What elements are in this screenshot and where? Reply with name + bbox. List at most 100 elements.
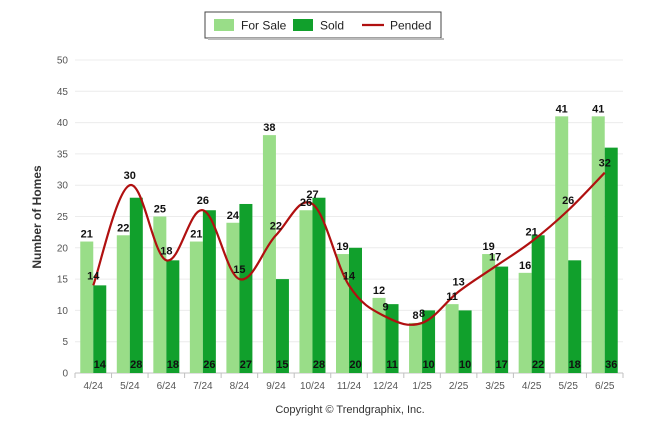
label-sold: 36 (605, 359, 617, 371)
label-sold: 15 (276, 359, 288, 371)
bar-for-sale (262, 135, 276, 373)
label-sold: 17 (496, 359, 508, 371)
legend-label: For Sale (241, 19, 287, 33)
label-for-sale: 21 (81, 229, 93, 241)
label-sold: 18 (569, 359, 581, 371)
bar-for-sale (80, 241, 94, 373)
copyright-footer: Copyright © Trendgraphix, Inc. (275, 404, 424, 416)
bar-sold (312, 197, 326, 373)
y-tick-label: 35 (57, 149, 69, 160)
label-pended: 8 (419, 308, 425, 320)
x-tick-label: 4/25 (522, 381, 542, 392)
label-sold: 26 (203, 359, 215, 371)
x-tick-label: 2/25 (449, 381, 469, 392)
x-tick-label: 3/25 (485, 381, 505, 392)
bar-sold (202, 210, 216, 373)
label-sold: 14 (94, 359, 107, 371)
y-tick-label: 30 (57, 181, 69, 192)
bar-for-sale (445, 304, 459, 373)
label-pended: 21 (526, 227, 538, 239)
bar-for-sale (189, 241, 203, 373)
bar-for-sale (482, 254, 496, 373)
label-sold: 22 (532, 359, 544, 371)
legend-label: Sold (320, 19, 344, 33)
y-tick-label: 50 (57, 56, 69, 67)
label-pended: 15 (233, 264, 245, 276)
label-sold: 11 (386, 359, 398, 371)
label-for-sale: 21 (190, 229, 202, 241)
y-tick-label: 25 (57, 212, 69, 223)
y-tick-label: 20 (57, 243, 69, 254)
x-axis-ticks: 4/24 5/24 6/24 7/24 8/24 9/24 10/24 11/24 12/24 1… (74, 373, 624, 392)
label-for-sale: 12 (373, 285, 385, 297)
bar-sold (166, 260, 180, 373)
x-tick-label: 9/24 (266, 381, 286, 392)
y-axis-label: Number of Homes (30, 165, 44, 269)
x-tick-label: 6/24 (157, 381, 177, 392)
x-tick-label: 7/24 (193, 381, 213, 392)
x-tick-label: 10/24 (300, 381, 325, 392)
bar-sold (275, 279, 289, 373)
bar-sold (129, 197, 143, 373)
label-pended: 26 (197, 195, 209, 207)
label-pended: 14 (87, 270, 100, 282)
bar-sold (458, 310, 472, 373)
label-for-sale: 26 (300, 197, 312, 209)
label-sold: 28 (313, 359, 325, 371)
label-for-sale: 24 (227, 210, 240, 222)
label-sold: 18 (167, 359, 179, 371)
x-tick-label: 11/24 (337, 381, 362, 392)
legend-swatch (214, 19, 234, 31)
bar-for-sale (336, 254, 349, 373)
x-tick-label: 6/25 (595, 381, 615, 392)
y-tick-label: 45 (57, 87, 69, 98)
legend-swatch (293, 19, 313, 31)
label-pended: 30 (124, 170, 136, 182)
bar-for-sale (555, 116, 569, 373)
y-axis-ticks: 0 5 10 15 20 25 30 35 40 45 50 (57, 56, 69, 380)
pended-line-group (92, 171, 606, 326)
label-pended: 22 (270, 220, 282, 232)
label-pended: 14 (343, 270, 356, 282)
label-for-sale: 38 (263, 122, 275, 134)
bar-for-sale (591, 116, 605, 373)
bar-for-sale (116, 235, 130, 373)
bar-for-sale (226, 222, 240, 373)
label-for-sale: 19 (483, 241, 495, 253)
label-for-sale: 41 (592, 103, 604, 115)
x-tick-label: 5/24 (120, 381, 140, 392)
legend: For Sale Sold Pended (204, 11, 444, 40)
bar-sold (349, 247, 362, 373)
y-tick-label: 40 (57, 118, 69, 129)
bar-for-sale (409, 322, 423, 373)
label-pended: 9 (382, 302, 388, 314)
label-pended: 13 (452, 277, 464, 289)
bar-for-sale (153, 216, 167, 373)
label-pended: 26 (562, 195, 574, 207)
label-pended: 18 (160, 245, 172, 257)
label-for-sale: 22 (117, 222, 129, 234)
legend-label: Pended (390, 19, 431, 33)
bars-group (80, 116, 618, 373)
pended-line (92, 171, 606, 326)
x-tick-label: 5/25 (558, 381, 578, 392)
label-for-sale: 11 (446, 291, 458, 303)
label-sold: 28 (130, 359, 142, 371)
bar-sold (604, 147, 618, 373)
label-sold: 10 (422, 359, 434, 371)
bar-sold (495, 266, 509, 373)
bar-sold (93, 285, 107, 373)
bar-sold (568, 260, 582, 373)
label-for-sale: 41 (556, 103, 568, 115)
label-for-sale: 19 (336, 241, 348, 253)
label-for-sale: 16 (519, 260, 531, 272)
data-labels: 21 14 22 28 25 18 21 26 24 27 38 15 26 28 19 20 12 11 8 10 1… (81, 103, 618, 371)
x-tick-label: 4/24 (84, 381, 104, 392)
bar-sold (531, 235, 545, 373)
label-for-sale: 25 (154, 204, 166, 216)
label-pended: 27 (306, 189, 318, 201)
x-tick-label: 8/24 (230, 381, 250, 392)
bar-for-sale (372, 297, 386, 373)
